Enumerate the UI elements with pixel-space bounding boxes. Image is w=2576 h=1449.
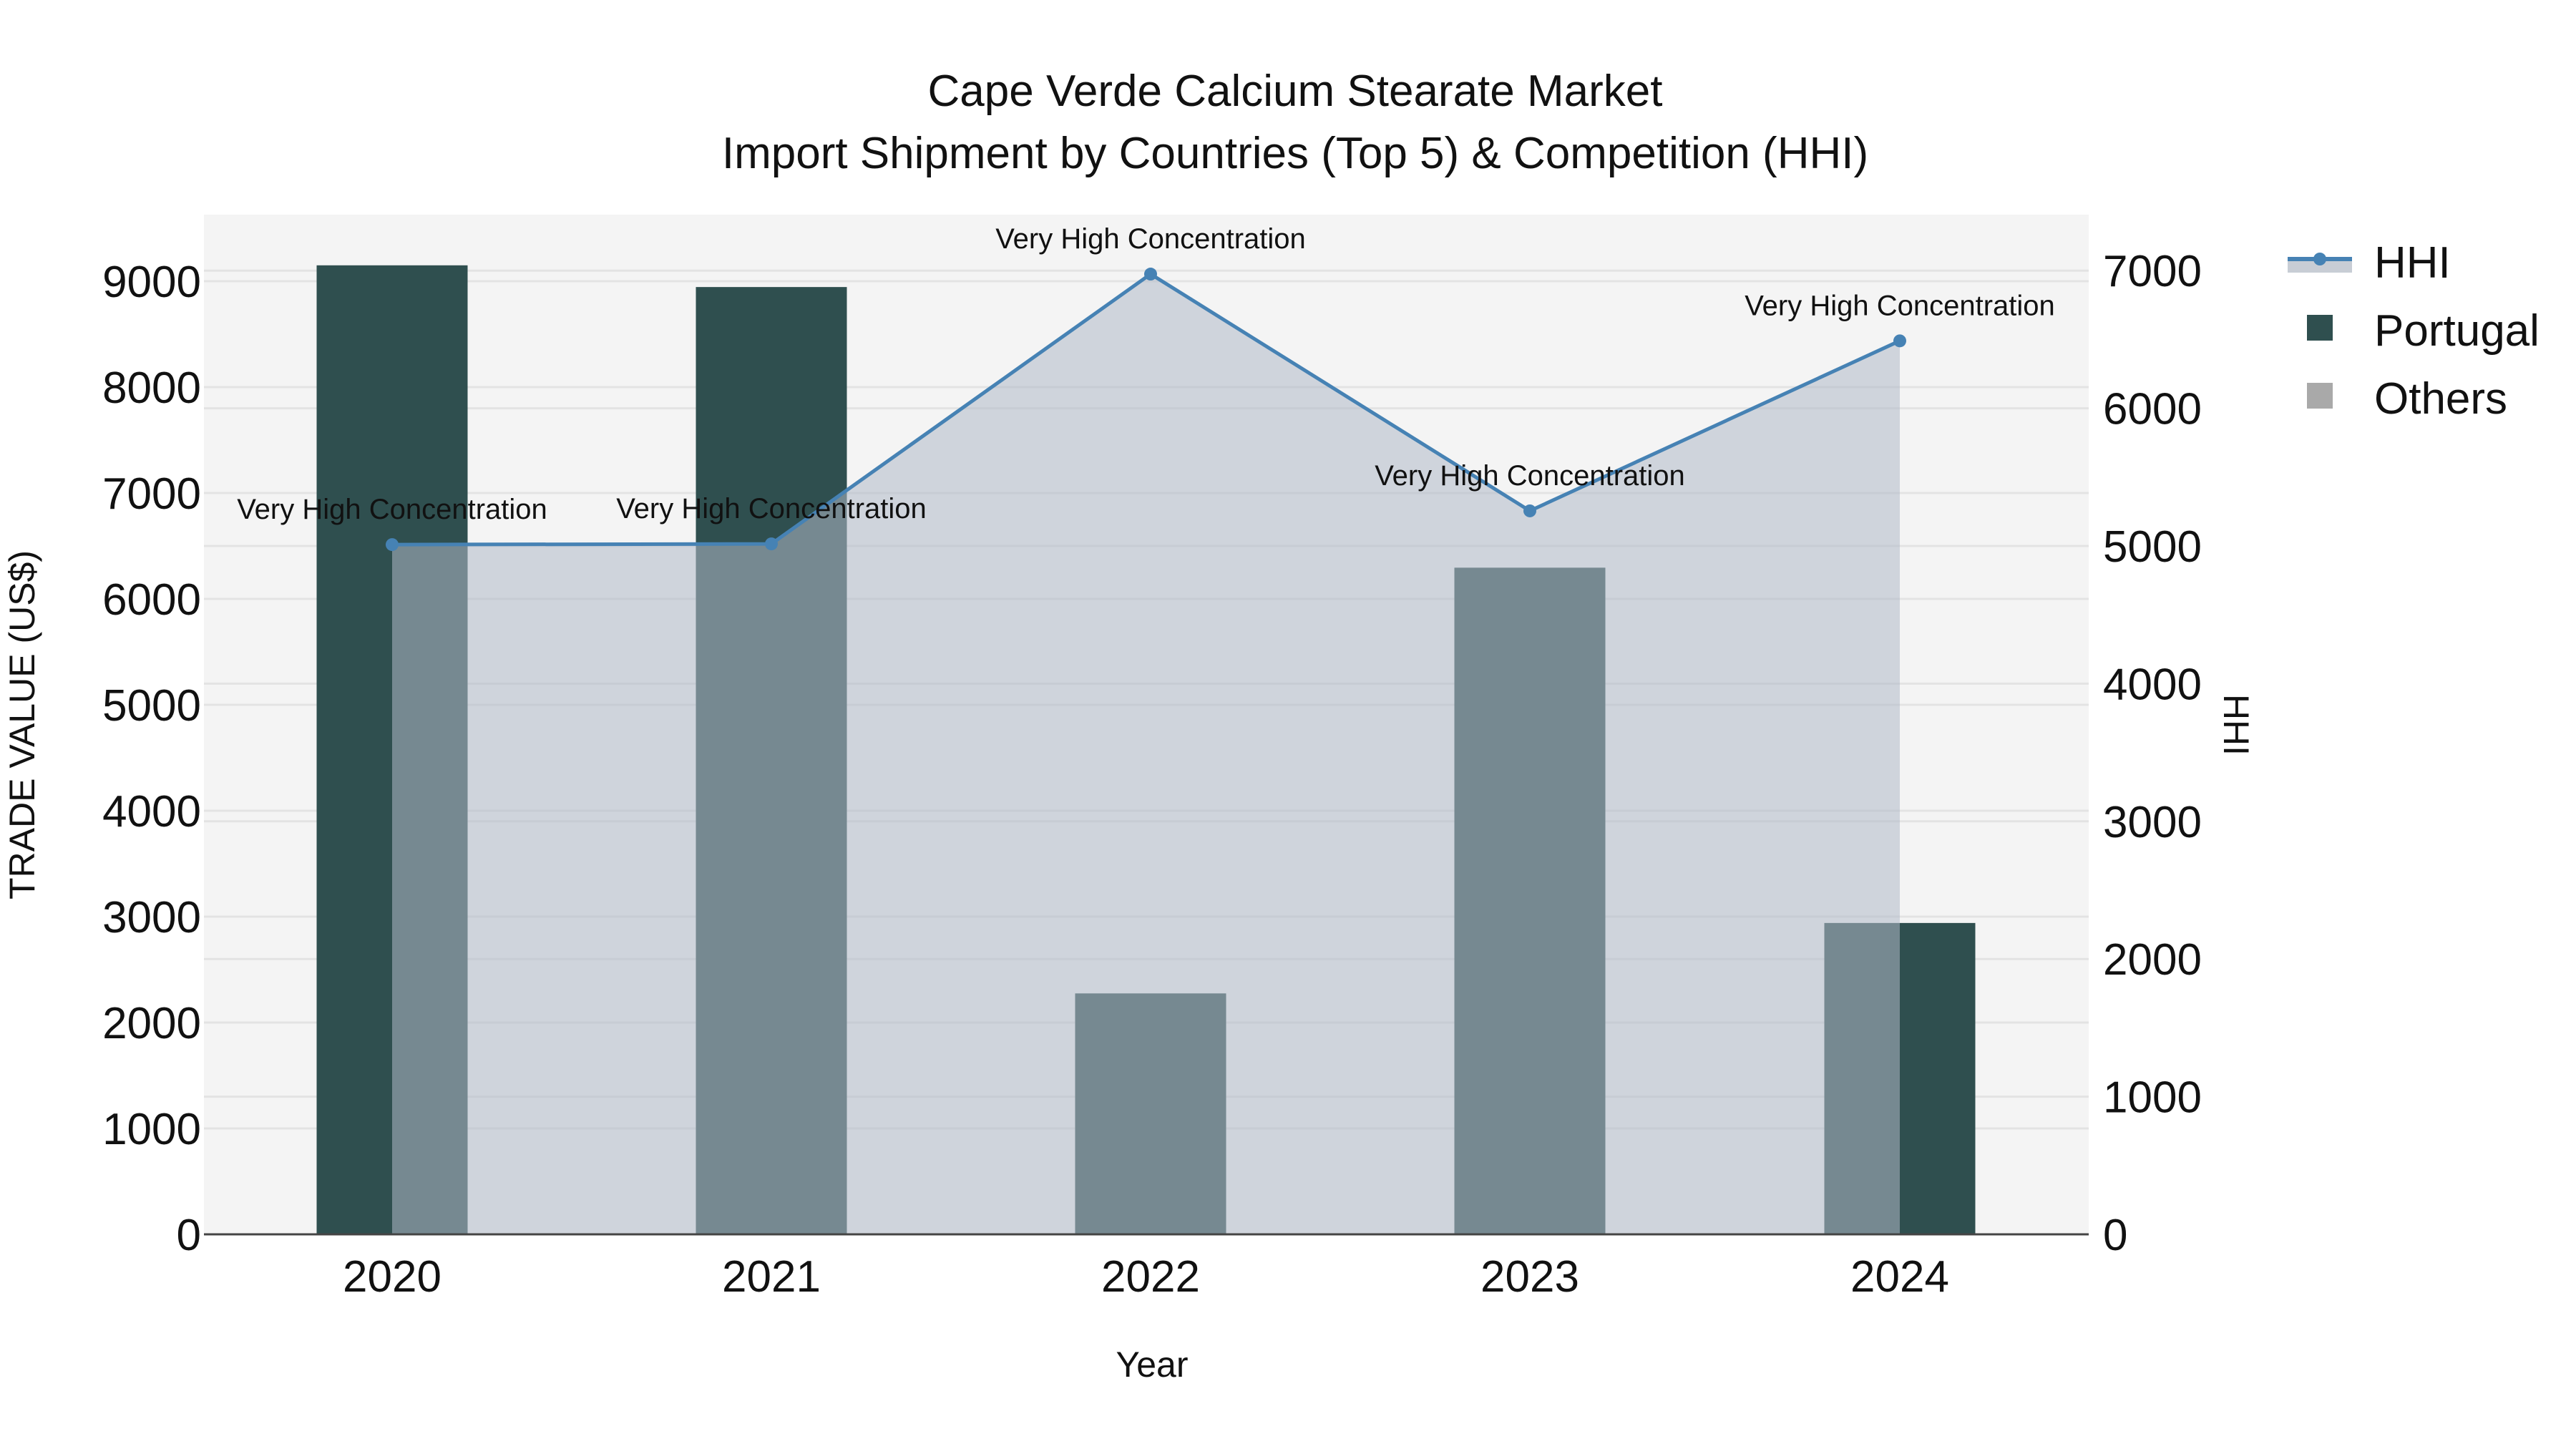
- y-tick-label: 1000: [102, 1105, 201, 1154]
- y2-tick-label: 3000: [2103, 798, 2202, 847]
- chart-title: Cape Verde Calcium Stearate Market: [928, 67, 1663, 116]
- chart-subtitle: Import Shipment by Countries (Top 5) & C…: [722, 129, 1868, 178]
- y-tick-label: 0: [177, 1211, 201, 1260]
- annotation-label: Very High Concentration: [616, 493, 927, 525]
- y-tick-label: 6000: [102, 575, 201, 625]
- y2-tick-label: 6000: [2103, 385, 2202, 434]
- hhi-area: [392, 274, 1900, 1234]
- area-swatch-icon: [2288, 260, 2352, 273]
- x-axis-title: Year: [1116, 1345, 1188, 1385]
- legend-label-hhi: HHI: [2374, 238, 2451, 288]
- y2-tick-label: 1000: [2103, 1073, 2202, 1123]
- annotation-label: Very High Concentration: [1375, 460, 1685, 492]
- y2-tick-label: 7000: [2103, 247, 2202, 296]
- x-tick-label: 2024: [1850, 1252, 1949, 1302]
- y2-tick-label: 0: [2103, 1211, 2127, 1260]
- legend-item-portugal[interactable]: Portugal: [2307, 306, 2540, 356]
- y-tick-label: 4000: [102, 787, 201, 836]
- annotations: Very High Concentration Very High Concent…: [237, 223, 2055, 525]
- square-icon: [2307, 315, 2333, 341]
- y2-tick-label: 4000: [2103, 660, 2202, 709]
- x-tick-label: 2020: [343, 1252, 441, 1302]
- y-axis-title: TRADE VALUE (US$): [2, 550, 42, 899]
- y-tick-label: 7000: [102, 469, 201, 519]
- annotation-label: Very High Concentration: [1745, 290, 2055, 321]
- y2-tick-label: 2000: [2103, 935, 2202, 985]
- annotation-label: Very High Concentration: [237, 494, 547, 525]
- x-tick-label: 2023: [1480, 1252, 1579, 1302]
- legend: HHI Portugal Others: [2288, 238, 2540, 424]
- y2-tick-label: 5000: [2103, 522, 2202, 572]
- y-tick-label: 2000: [102, 999, 201, 1048]
- x-tick-label: 2021: [722, 1252, 821, 1302]
- hhi-marker-2022[interactable]: [1144, 268, 1157, 281]
- legend-label-others: Others: [2374, 374, 2507, 424]
- y-tick-label: 8000: [102, 364, 201, 413]
- hhi-marker-2023[interactable]: [1523, 504, 1536, 517]
- y-tick-label: 9000: [102, 258, 201, 307]
- y2-axis-ticks: 0 1000 2000 3000 4000 5000 6000 7000: [2103, 247, 2202, 1260]
- y-axis-ticks: 0 1000 2000 3000 4000 5000 6000 7000 8000 9000: [102, 258, 201, 1260]
- square-icon: [2307, 383, 2333, 409]
- hhi-marker-2021[interactable]: [765, 537, 778, 551]
- x-axis-ticks: 2020 2021 2022 2023 2024: [343, 1252, 1949, 1302]
- marker-swatch-icon: [2313, 253, 2326, 265]
- hhi-series: [386, 268, 1906, 1234]
- hhi-marker-2024[interactable]: [1893, 334, 1906, 348]
- hhi-marker-2020[interactable]: [386, 538, 399, 552]
- annotation-label: Very High Concentration: [995, 223, 1306, 255]
- legend-item-hhi[interactable]: HHI: [2288, 238, 2451, 288]
- y2-axis-title: HHI: [2216, 694, 2256, 756]
- y-tick-label: 5000: [102, 681, 201, 731]
- y-tick-label: 3000: [102, 893, 201, 942]
- x-tick-label: 2022: [1101, 1252, 1200, 1302]
- legend-item-others[interactable]: Others: [2307, 374, 2507, 424]
- legend-label-portugal: Portugal: [2374, 306, 2540, 356]
